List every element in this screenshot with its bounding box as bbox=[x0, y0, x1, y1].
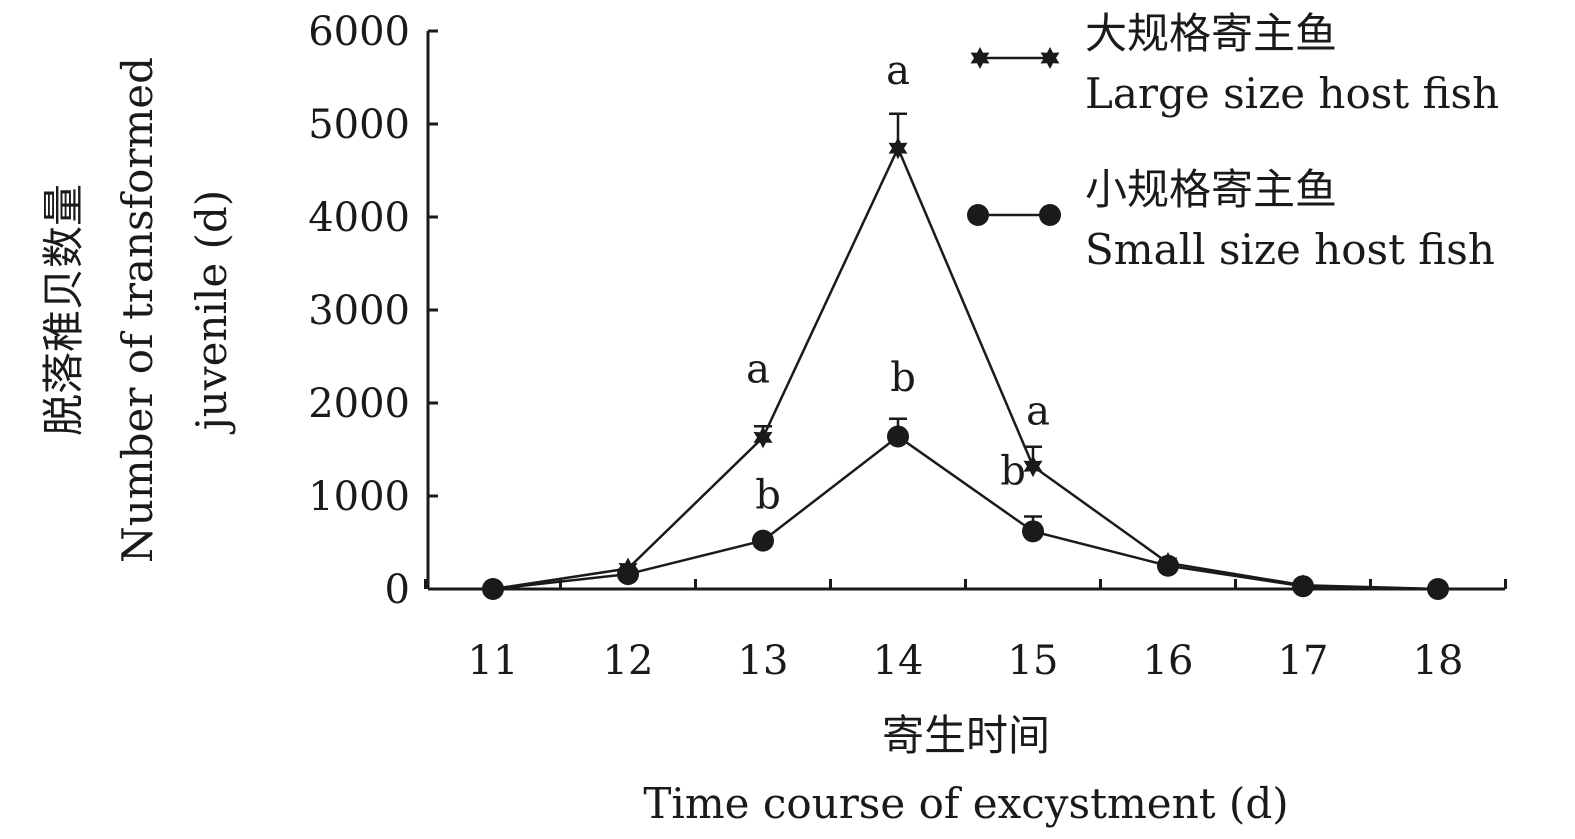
x-tick-label: 18 bbox=[1413, 638, 1464, 684]
x-tick-label: 14 bbox=[873, 638, 924, 684]
data-point-small bbox=[1157, 554, 1179, 577]
data-point-small bbox=[1022, 520, 1044, 543]
legend-label-small-cn: 小规格寄主鱼 bbox=[1085, 165, 1337, 214]
y-ticks: 0 1000 2000 3000 4000 5000 6000 bbox=[308, 9, 438, 613]
y-tick-label: 2000 bbox=[308, 381, 410, 427]
x-tick-label: 13 bbox=[738, 638, 789, 684]
legend: 大规格寄主鱼 Large size host fish 小规格寄主鱼 Small… bbox=[967, 9, 1499, 274]
x-ticks: 11 12 13 14 15 16 17 18 bbox=[424, 579, 1507, 684]
x-tick-label: 11 bbox=[468, 638, 519, 684]
data-point-small bbox=[1292, 575, 1314, 598]
y-axis-label-en-line1: Number of transformed bbox=[113, 57, 162, 563]
y-axis-label-en-line2: juvenile (d) bbox=[187, 190, 236, 435]
y-tick-label: 0 bbox=[385, 567, 410, 613]
y-tick-label: 4000 bbox=[308, 195, 410, 241]
legend-label-small-en: Small size host fish bbox=[1085, 225, 1495, 274]
data-point-small bbox=[887, 425, 909, 448]
x-axis-label-cn: 寄生时间 bbox=[882, 711, 1050, 760]
data-point-small bbox=[1427, 578, 1449, 600]
data-point-large bbox=[1023, 455, 1043, 478]
series-line-large bbox=[492, 145, 1439, 591]
data-point-large bbox=[753, 426, 773, 449]
legend-label-large-en: Large size host fish bbox=[1085, 69, 1499, 118]
legend-marker-circle-icon bbox=[967, 204, 989, 226]
x-axis-label-en: Time course of excystment (d) bbox=[643, 779, 1288, 828]
data-point-small bbox=[617, 563, 639, 586]
x-tick-label: 12 bbox=[603, 638, 654, 684]
legend-marker-star-icon bbox=[1040, 47, 1060, 69]
significance-label: b bbox=[890, 355, 916, 401]
significance-label: a bbox=[886, 48, 910, 94]
y-tick-label: 5000 bbox=[308, 102, 410, 148]
significance-label: b bbox=[1000, 448, 1026, 494]
data-point-small bbox=[752, 529, 774, 552]
data-point-large bbox=[888, 137, 908, 160]
legend-marker-circle-icon bbox=[1039, 204, 1061, 226]
x-tick-label: 16 bbox=[1143, 638, 1194, 684]
x-tick-label: 17 bbox=[1278, 638, 1329, 684]
significance-label: a bbox=[746, 346, 770, 392]
y-tick-label: 3000 bbox=[308, 288, 410, 334]
y-axis-label-cn: 脱落稚贝数量 bbox=[39, 184, 88, 436]
y-tick-label: 1000 bbox=[308, 474, 410, 520]
x-tick-label: 15 bbox=[1008, 638, 1059, 684]
legend-marker-star-icon bbox=[970, 47, 990, 69]
series-line-small bbox=[492, 434, 1439, 591]
significance-label: b bbox=[755, 473, 781, 519]
legend-label-large-cn: 大规格寄主鱼 bbox=[1085, 9, 1337, 58]
data-point-small bbox=[482, 578, 504, 600]
significance-label: a bbox=[1026, 389, 1050, 435]
y-tick-label: 6000 bbox=[308, 9, 410, 55]
